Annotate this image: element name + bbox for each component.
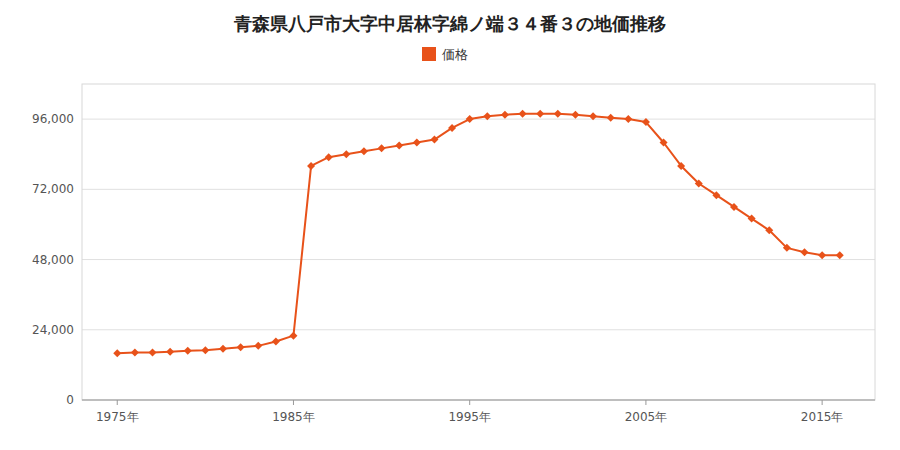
background [0,0,900,450]
grid-line [82,329,875,330]
grid-line [82,119,875,120]
marker [342,150,350,158]
x-tick-label: 1995年 [448,410,491,424]
title: 青森県八戸市大字中居林字綿ノ端３４番３の地価推移 [233,13,666,34]
legend-label: 価格 [442,47,468,62]
marker [695,179,703,187]
marker [289,332,297,340]
marker [272,337,280,345]
x-axis: 1975年 1985年 1995年 2005年 2015年 [96,400,843,424]
marker [677,162,685,170]
marker [783,244,791,252]
marker [466,115,474,123]
marker [660,139,668,147]
marker [148,349,156,357]
marker [624,115,632,123]
y-tick-label: 72,000 [32,182,74,196]
x-tick [645,400,646,405]
chart-container: 青森県八戸市大字中居林字綿ノ端３４番３の地価推移 0 24,000 48,000 72,… [0,0,900,450]
chart: 青森県八戸市大字中居林字綿ノ端３４番３の地価推移 0 24,000 48,000 72,… [0,0,900,450]
marker [730,203,738,211]
marker [131,349,139,357]
marker [501,111,509,119]
marker [801,248,809,256]
marker [307,162,315,170]
marker [395,141,403,149]
marker [201,346,209,354]
y-tick-label: 24,000 [32,323,74,337]
marker [519,110,527,118]
marker [219,345,227,353]
x-tick [293,400,294,405]
marker [765,226,773,234]
marker [712,191,720,199]
marker [413,139,421,147]
legend-swatch [422,47,436,61]
grid-line [82,259,875,260]
marker [818,251,826,259]
marker [571,111,579,119]
x-tick-label: 1975年 [96,410,139,424]
marker [237,343,245,351]
marker [166,348,174,356]
line [117,114,840,353]
plot-frame [82,84,875,400]
marker [607,114,615,122]
legend: 価格 [422,47,468,62]
x-tick [469,400,470,405]
y-tick-label: 48,000 [32,253,74,267]
y-tick-label: 96,000 [32,112,74,126]
x-tick-label: 2015年 [801,410,844,424]
marker [483,112,491,120]
x-tick [117,400,118,405]
marker [448,124,456,132]
marker [184,347,192,355]
grid-line [82,189,875,190]
x-axis-line [82,400,875,401]
marker [325,153,333,161]
marker [536,110,544,118]
marker [748,215,756,223]
grid-line [82,400,875,401]
marker [254,342,262,350]
marker [430,136,438,144]
marker [642,118,650,126]
y-axis: 0 24,000 48,000 72,000 96,000 [32,112,74,407]
x-tick-label: 1985年 [272,410,315,424]
page: {"chart_data": { "type": "line", "title"… [0,0,900,450]
marker [378,144,386,152]
marker [554,110,562,118]
marker [113,349,121,357]
data-area [113,110,844,357]
x-tick [822,400,823,405]
markers [113,110,844,357]
y-tick-label: 0 [66,393,74,407]
marker [836,251,844,259]
marker [360,147,368,155]
x-tick-label: 2005年 [625,410,668,424]
y-grid [82,119,875,400]
marker [589,112,597,120]
